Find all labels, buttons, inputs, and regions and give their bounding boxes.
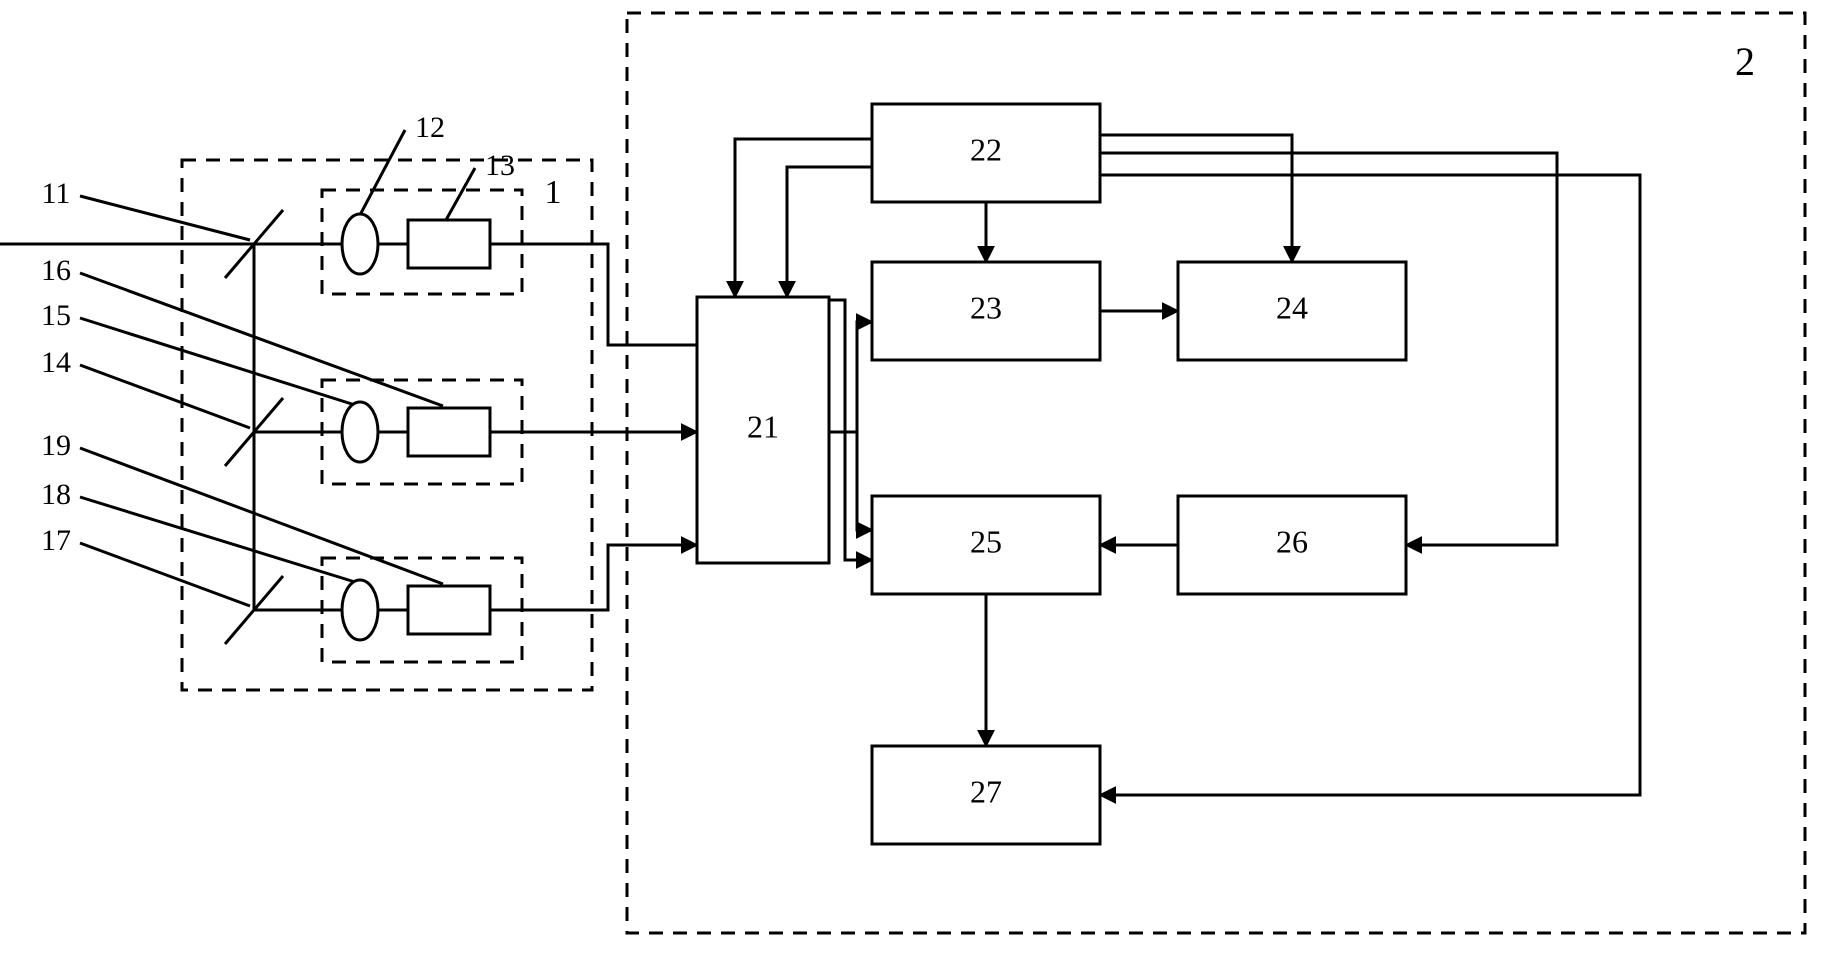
label-b27: 27	[970, 773, 1002, 809]
label-b26: 26	[1276, 523, 1308, 559]
label-region2: 2	[1735, 39, 1755, 84]
lens-e2	[342, 402, 378, 462]
box-det2	[408, 408, 490, 456]
edge-lead-12	[360, 130, 405, 215]
box-det3	[408, 586, 490, 634]
edge-24-25	[829, 300, 872, 560]
label-n13: 13	[485, 149, 515, 182]
edge-21-25	[857, 432, 872, 530]
label-n16: 16	[41, 254, 71, 287]
edge-lead-18	[80, 497, 355, 582]
edge-22-21a	[735, 139, 872, 297]
edge-lead-11	[80, 196, 250, 240]
label-n12: 12	[415, 111, 445, 144]
box-det1	[408, 220, 490, 268]
label-n18: 18	[41, 478, 71, 511]
edge-lead-14	[80, 365, 250, 428]
label-n15: 15	[41, 299, 71, 332]
label-b23: 23	[970, 289, 1002, 325]
edge-lead-17	[80, 543, 250, 606]
label-n14: 14	[41, 346, 71, 379]
edge-lead-15	[80, 318, 355, 405]
edge-det1-21	[490, 244, 715, 345]
edge-22-21b	[787, 167, 872, 297]
label-b24: 24	[1276, 289, 1308, 325]
label-region1: 1	[545, 174, 562, 211]
lens-e1	[342, 214, 378, 274]
label-n19: 19	[41, 429, 71, 462]
label-b22: 22	[970, 131, 1002, 167]
label-n11: 11	[42, 177, 71, 210]
edge-lead-13	[446, 168, 475, 220]
label-n17: 17	[41, 524, 71, 557]
label-b25: 25	[970, 523, 1002, 559]
label-b21: 21	[747, 408, 779, 444]
edge-21-23	[857, 322, 872, 432]
lens-e3	[342, 580, 378, 640]
